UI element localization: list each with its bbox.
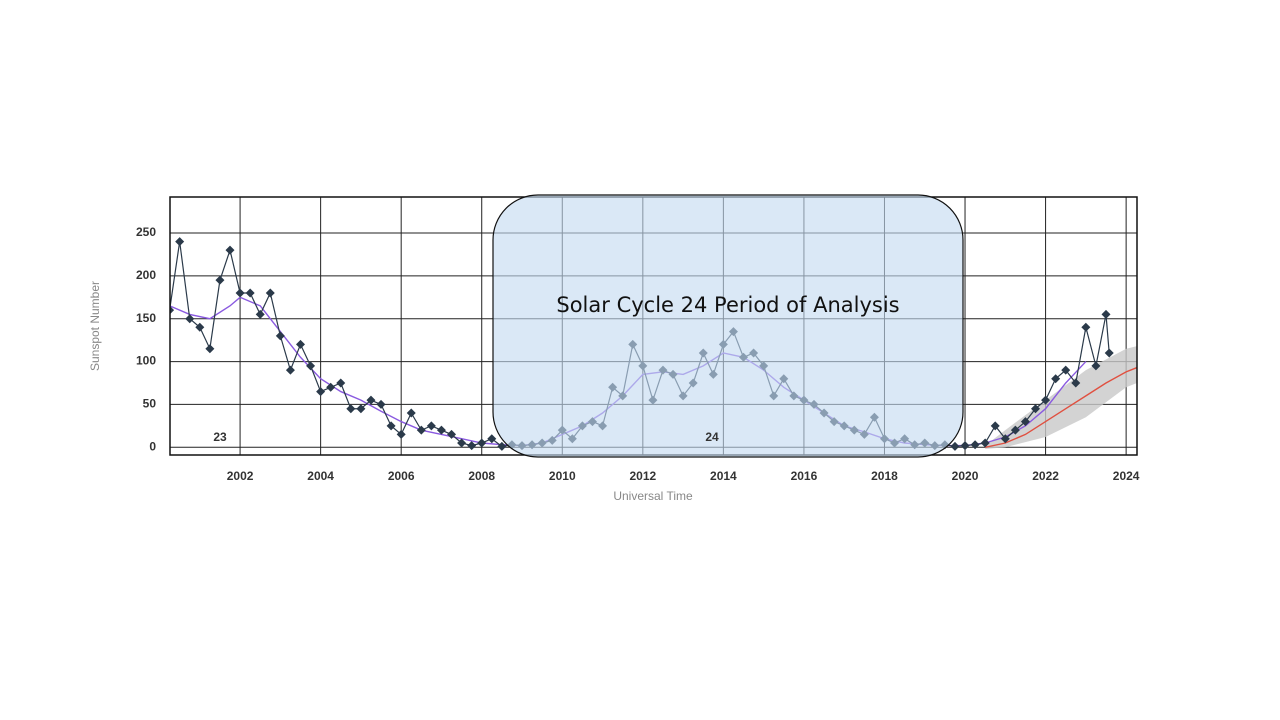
x-tick-label: 2012 xyxy=(629,469,656,483)
x-tick-label: 2024 xyxy=(1113,469,1140,483)
data-point xyxy=(1101,309,1111,319)
data-point xyxy=(1104,348,1114,358)
data-point xyxy=(477,438,487,448)
x-tick-label: 2020 xyxy=(952,469,979,483)
data-point xyxy=(316,387,326,397)
data-point xyxy=(950,441,960,451)
data-point xyxy=(970,440,980,450)
data-point xyxy=(960,441,970,451)
x-tick-label: 2018 xyxy=(871,469,898,483)
data-point xyxy=(497,441,507,451)
analysis-period-box xyxy=(492,194,964,458)
data-point xyxy=(336,378,346,388)
data-point xyxy=(295,339,305,349)
data-point xyxy=(426,421,436,431)
data-point xyxy=(1031,404,1041,414)
y-tick-label: 250 xyxy=(136,225,156,239)
data-point xyxy=(170,306,175,315)
data-point xyxy=(990,421,1000,431)
data-point xyxy=(235,288,245,298)
data-point xyxy=(346,404,356,414)
data-point xyxy=(1061,365,1071,375)
data-point xyxy=(447,429,457,439)
data-point xyxy=(980,438,990,448)
data-point xyxy=(1051,374,1061,384)
y-tick-label: 100 xyxy=(136,354,156,368)
y-tick-label: 50 xyxy=(143,397,157,411)
data-point xyxy=(195,322,205,332)
data-point xyxy=(406,408,416,418)
data-point xyxy=(1081,322,1091,332)
data-point xyxy=(416,425,426,435)
data-point xyxy=(175,237,185,247)
data-point xyxy=(1071,378,1081,388)
x-tick-label: 2010 xyxy=(549,469,576,483)
data-point xyxy=(1000,434,1010,444)
data-point xyxy=(376,399,386,409)
data-point xyxy=(457,438,467,448)
data-point xyxy=(467,441,477,451)
x-tick-label: 2022 xyxy=(1032,469,1059,483)
x-axis-title: Universal Time xyxy=(613,489,693,503)
cycle-label: 23 xyxy=(213,430,227,444)
data-point xyxy=(245,288,255,298)
data-point xyxy=(436,425,446,435)
data-point xyxy=(285,365,295,375)
data-point xyxy=(386,421,396,431)
data-point xyxy=(265,288,275,298)
x-tick-label: 2004 xyxy=(307,469,334,483)
data-point xyxy=(1041,395,1051,405)
data-point xyxy=(306,361,316,371)
data-point xyxy=(225,245,235,255)
data-point xyxy=(275,331,285,341)
x-tick-label: 2014 xyxy=(710,469,737,483)
data-point xyxy=(1010,425,1020,435)
data-point xyxy=(205,344,215,354)
x-tick-label: 2006 xyxy=(388,469,415,483)
x-tick-label: 2002 xyxy=(227,469,254,483)
tick-labels: 0 50 100 150 200 250 2002 2004 2006 2008 2010 2012 2… xyxy=(136,225,1140,483)
data-point xyxy=(326,382,336,392)
annotation: Solar Cycle 24 Period of Analysis xyxy=(556,293,899,317)
cycle-label: 24 xyxy=(705,430,719,444)
y-tick-label: 0 xyxy=(149,439,156,453)
series-line xyxy=(985,366,1137,448)
data-point xyxy=(356,404,366,414)
data-point xyxy=(1091,361,1101,371)
y-axis-title: Sunspot Number xyxy=(88,281,102,371)
data-point xyxy=(366,395,376,405)
data-point xyxy=(1020,417,1030,427)
y-tick-label: 150 xyxy=(136,311,156,325)
x-tick-label: 2016 xyxy=(791,469,818,483)
data-point xyxy=(185,314,195,324)
x-tick-label: 2008 xyxy=(468,469,495,483)
data-point xyxy=(396,429,406,439)
data-point xyxy=(255,309,265,319)
data-point xyxy=(215,275,225,285)
y-tick-label: 200 xyxy=(136,268,156,282)
data-point xyxy=(487,434,497,444)
